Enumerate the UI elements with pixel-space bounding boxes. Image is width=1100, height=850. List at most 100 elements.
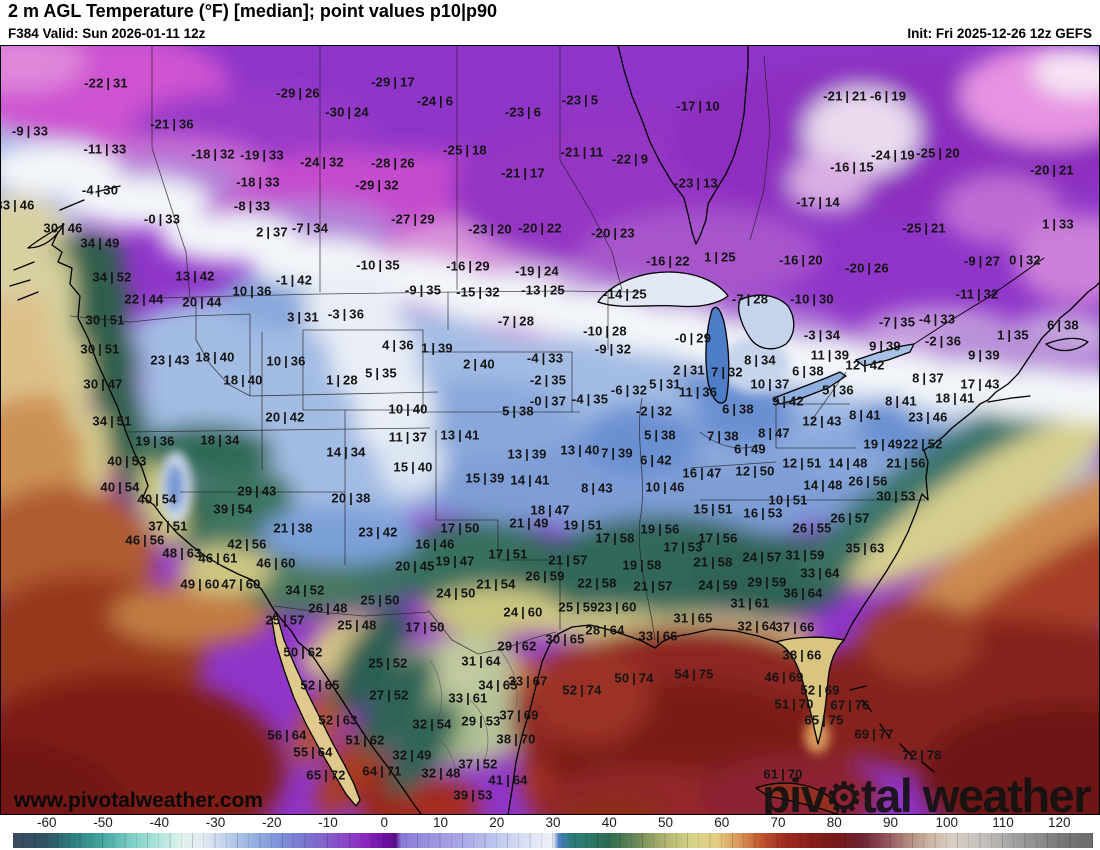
point-value: -23 | 13 [674, 175, 718, 191]
point-value: 24 | 60 [503, 604, 543, 620]
point-value: -25 | 18 [443, 142, 487, 158]
colorbar-tick: -20 [261, 815, 282, 830]
point-value: 25 | 50 [360, 592, 400, 608]
point-value: 1 | 25 [704, 249, 736, 265]
point-value: 9 | 39 [869, 338, 901, 354]
point-value: 23 | 46 [908, 409, 948, 425]
point-value: 10 | 37 [750, 376, 790, 392]
point-value: 10 | 36 [232, 283, 272, 299]
point-value: 37 | 69 [499, 707, 539, 723]
point-value: 50 | 74 [614, 670, 654, 686]
colorbar-tick: -60 [36, 815, 57, 830]
point-value: -17 | 10 [676, 98, 720, 114]
point-value: 34 | 51 [92, 413, 132, 429]
point-value: 29 | 59 [747, 574, 787, 590]
point-value: 38 | 66 [782, 647, 822, 663]
point-value: -9 | 32 [594, 341, 632, 357]
point-value: 34 | 52 [92, 269, 132, 285]
point-value: -10 | 28 [583, 323, 627, 339]
gear-icon: ⚙ [825, 775, 862, 815]
point-value: 14 | 48 [828, 455, 868, 471]
point-value: -3 | 36 [327, 306, 365, 322]
point-value: 29 | 62 [497, 638, 537, 654]
point-value: 16 | 46 [415, 536, 455, 552]
point-value: 15 | 40 [393, 459, 433, 475]
point-value: -0 | 33 [143, 211, 181, 227]
valid-time: F384 Valid: Sun 2026-01-11 12z [8, 26, 206, 41]
point-value: 31 | 61 [730, 595, 770, 611]
point-value: 24 | 59 [698, 577, 738, 593]
point-value: 22 | 58 [577, 575, 617, 591]
point-value: 46 | 56 [125, 532, 165, 548]
point-value: 10 | 36 [266, 353, 306, 369]
point-value: 30 | 47 [83, 376, 123, 392]
point-value: 26 | 56 [848, 473, 888, 489]
point-value: -20 | 23 [591, 225, 635, 241]
point-value: 34 | 52 [285, 582, 325, 598]
point-value: -24 | 19 [871, 147, 915, 163]
init-time: Init: Fri 2025-12-26 12z GEFS [907, 26, 1092, 41]
point-value: 26 | 57 [830, 510, 870, 526]
point-value: -24 | 32 [300, 154, 344, 170]
point-value: 23 | 43 [150, 352, 190, 368]
point-value: -16 | 22 [646, 253, 690, 269]
point-value: -14 | 25 [603, 286, 647, 302]
point-value: 48 | 63 [162, 545, 202, 561]
point-value: 54 | 75 [674, 666, 714, 682]
colorbar-tick: 50 [657, 815, 674, 830]
colorbar-tick: -30 [205, 815, 226, 830]
point-value: 18 | 41 [935, 390, 975, 406]
point-value: 5 | 36 [822, 382, 854, 398]
colorbar-tick: 0 [380, 815, 389, 830]
point-value: 31 | 59 [785, 547, 825, 563]
point-value: 13 | 42 [175, 268, 215, 284]
point-value: 69 | 77 [854, 726, 894, 742]
point-value: 25 | 59 [558, 599, 598, 615]
point-value: 34 | 65 [478, 677, 518, 693]
point-value: 20 | 38 [331, 490, 371, 506]
point-value: 7 | 39 [601, 445, 633, 461]
point-value: 25 | 57 [265, 612, 305, 628]
point-value: -17 | 14 [796, 194, 840, 210]
temperature-map: -22 | 31 -21 | 36 -9 | 33 -11 | 33 -18 | 32-… [0, 45, 1100, 815]
colorbar-gradient [13, 833, 1093, 848]
point-value: 6 | 49 [734, 441, 766, 457]
point-value: -13 | 25 [521, 282, 565, 298]
logo-text-left: piv [761, 769, 827, 815]
point-value: 33 | 66 [638, 628, 678, 644]
point-value: 16 | 47 [682, 465, 722, 481]
point-value: -0 | 37 [529, 393, 567, 409]
point-value: 46 | 69 [764, 669, 804, 685]
point-value: 22 | 52 [903, 436, 943, 452]
point-value: 14 | 34 [326, 444, 366, 460]
point-value: 33 | 64 [800, 565, 840, 581]
colorbar-tick: -10 [318, 815, 338, 830]
point-value: 13 | 40 [560, 442, 600, 458]
point-value: 32 | 49 [392, 747, 432, 763]
point-value: 2 | 31 [673, 362, 705, 378]
point-value: 30 | 51 [85, 312, 125, 328]
colorbar-tick: 40 [601, 815, 617, 830]
point-value: 20 | 42 [265, 409, 305, 425]
point-value: 2 | 37 [256, 224, 288, 240]
point-value: -23 | 6 [504, 104, 542, 120]
point-value: 2 | 40 [463, 356, 495, 372]
point-value: 13 | 41 [440, 427, 480, 443]
point-value: 67 | 76 [830, 697, 870, 713]
point-value: 21 | 38 [273, 520, 313, 536]
point-value: 19 | 36 [135, 433, 175, 449]
point-value: -2 | 35 [529, 372, 567, 388]
point-value: 33 | 46 [0, 197, 35, 213]
point-value: 6 | 38 [792, 363, 824, 379]
point-value: 12 | 50 [735, 463, 775, 479]
point-value: 18 | 47 [530, 502, 570, 518]
colorbar-tick: 110 [992, 815, 1014, 830]
point-value: 51 | 70 [774, 696, 814, 712]
point-value: 31 | 65 [673, 610, 713, 626]
point-value: 26 | 55 [792, 520, 832, 536]
point-value: 12 | 42 [845, 357, 885, 373]
point-value: -23 | 20 [468, 221, 512, 237]
map-title: 2 m AGL Temperature (°F) [median]; point… [8, 1, 497, 21]
point-value: -8 | 33 [233, 198, 271, 214]
